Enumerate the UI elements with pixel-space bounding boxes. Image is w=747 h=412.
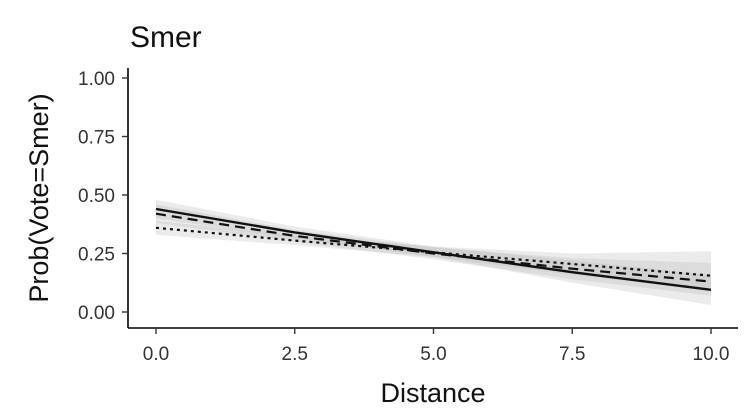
x-tick-label: 0.0 [143,344,169,365]
series-lines [155,207,712,291]
x-tick-label: 5.0 [420,344,446,365]
y-tick-label: 0.00 [78,303,115,324]
y-tick-label: 0.50 [78,186,115,207]
chart-title: Smer [130,21,202,54]
series-dashed-line [155,212,712,283]
x-tick-label: 7.5 [559,344,585,365]
y-tick-label: 0.25 [78,245,115,266]
x-tick-label: 2.5 [282,344,308,365]
y-axis-label: Prob(Vote=Smer) [24,93,54,302]
y-axis-ticks: 0.00 0.25 0.50 0.75 1.00 [78,69,128,324]
series-dotted-line [155,226,712,277]
y-tick-label: 1.00 [78,69,115,90]
x-axis-label: Distance [380,378,485,408]
x-tick-label: 10.0 [693,344,730,365]
y-tick-label: 0.75 [78,128,115,149]
x-axis-ticks: 0.0 2.5 5.0 7.5 10.0 [143,328,730,365]
series-solid-line [155,207,712,291]
